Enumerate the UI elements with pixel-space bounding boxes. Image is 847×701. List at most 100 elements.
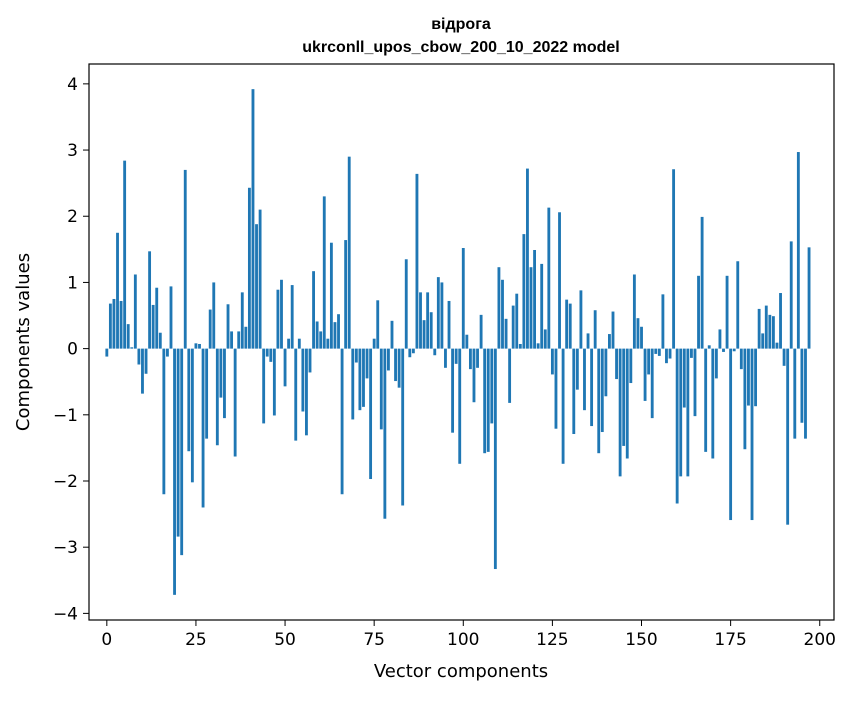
bar (354, 348, 358, 363)
bar (618, 348, 622, 477)
bar (158, 332, 162, 349)
bar (387, 348, 390, 371)
bar (629, 348, 633, 384)
bar (205, 348, 209, 439)
bar (779, 293, 782, 349)
bar (522, 234, 526, 349)
bar (379, 348, 383, 430)
x-tick-label: 50 (274, 630, 296, 650)
bar (390, 320, 394, 349)
bar (636, 318, 640, 349)
bar (493, 348, 497, 570)
bar (747, 348, 750, 406)
bar (647, 348, 651, 375)
bar (415, 173, 419, 349)
bar (665, 348, 668, 364)
bar (301, 348, 305, 412)
bar (518, 343, 522, 349)
bar (333, 322, 337, 349)
bar (433, 348, 437, 356)
bar (408, 348, 412, 358)
bar (397, 348, 401, 388)
bar (198, 343, 201, 349)
bar (133, 274, 137, 349)
bar (337, 314, 340, 349)
bar (372, 338, 376, 349)
bar (597, 348, 601, 454)
bar (190, 348, 194, 483)
bar (504, 318, 508, 349)
bar (725, 275, 729, 349)
bar (148, 251, 152, 349)
bar (297, 338, 301, 349)
bar (255, 224, 258, 349)
bar (675, 348, 679, 504)
bar (558, 212, 561, 349)
x-tick-label: 0 (101, 630, 112, 650)
bar (165, 348, 169, 357)
bar (682, 348, 686, 408)
bar (151, 304, 155, 349)
bar (287, 338, 291, 349)
bar (761, 333, 765, 349)
bar (533, 249, 536, 349)
bar (141, 348, 144, 394)
bar (223, 348, 226, 419)
bar (583, 348, 586, 411)
bar (358, 348, 362, 411)
bar (137, 348, 141, 365)
bar (383, 348, 387, 519)
bar (362, 348, 365, 407)
x-axis-label: Vector components (374, 661, 548, 682)
bar (472, 348, 476, 403)
bar (461, 248, 465, 349)
bar (704, 348, 708, 452)
bar (693, 348, 697, 417)
bar (269, 348, 273, 362)
bar (615, 348, 618, 380)
bar (468, 348, 472, 370)
bar (404, 259, 408, 349)
bar (130, 347, 134, 349)
bar (668, 348, 672, 359)
bar (657, 348, 661, 356)
bar (351, 348, 355, 420)
bar (543, 329, 547, 349)
bar (451, 348, 455, 433)
x-tick-label: 25 (185, 630, 207, 650)
bar (176, 348, 180, 537)
bar (593, 310, 597, 349)
bar (654, 348, 658, 354)
bar (180, 348, 184, 556)
bar (444, 348, 447, 368)
bar (515, 293, 519, 349)
bar (800, 348, 804, 423)
bar (643, 348, 647, 401)
bar (572, 348, 576, 435)
bar (119, 300, 123, 349)
bar (550, 348, 554, 375)
y-axis-ticks: −4 −3 −2 −1 0 1 2 3 4 (53, 75, 89, 624)
x-tick-label: 200 (804, 630, 836, 650)
bar (622, 348, 626, 446)
y-tick-label: −4 (53, 604, 78, 624)
bar (105, 348, 109, 357)
bar (540, 263, 544, 349)
y-tick-label: 2 (67, 207, 78, 227)
bar (155, 287, 159, 349)
bar (429, 312, 433, 349)
bar (454, 348, 458, 364)
bar (750, 348, 754, 521)
bar (511, 305, 515, 349)
bar (212, 282, 216, 349)
bar (486, 348, 490, 452)
bar (440, 282, 444, 349)
bar (632, 274, 636, 349)
bar (739, 348, 743, 370)
bar (600, 348, 604, 433)
bar (247, 187, 251, 349)
x-tick-label: 175 (714, 630, 746, 650)
x-tick-label: 125 (536, 630, 568, 650)
bar (265, 348, 269, 357)
x-tick-label: 75 (363, 630, 385, 650)
